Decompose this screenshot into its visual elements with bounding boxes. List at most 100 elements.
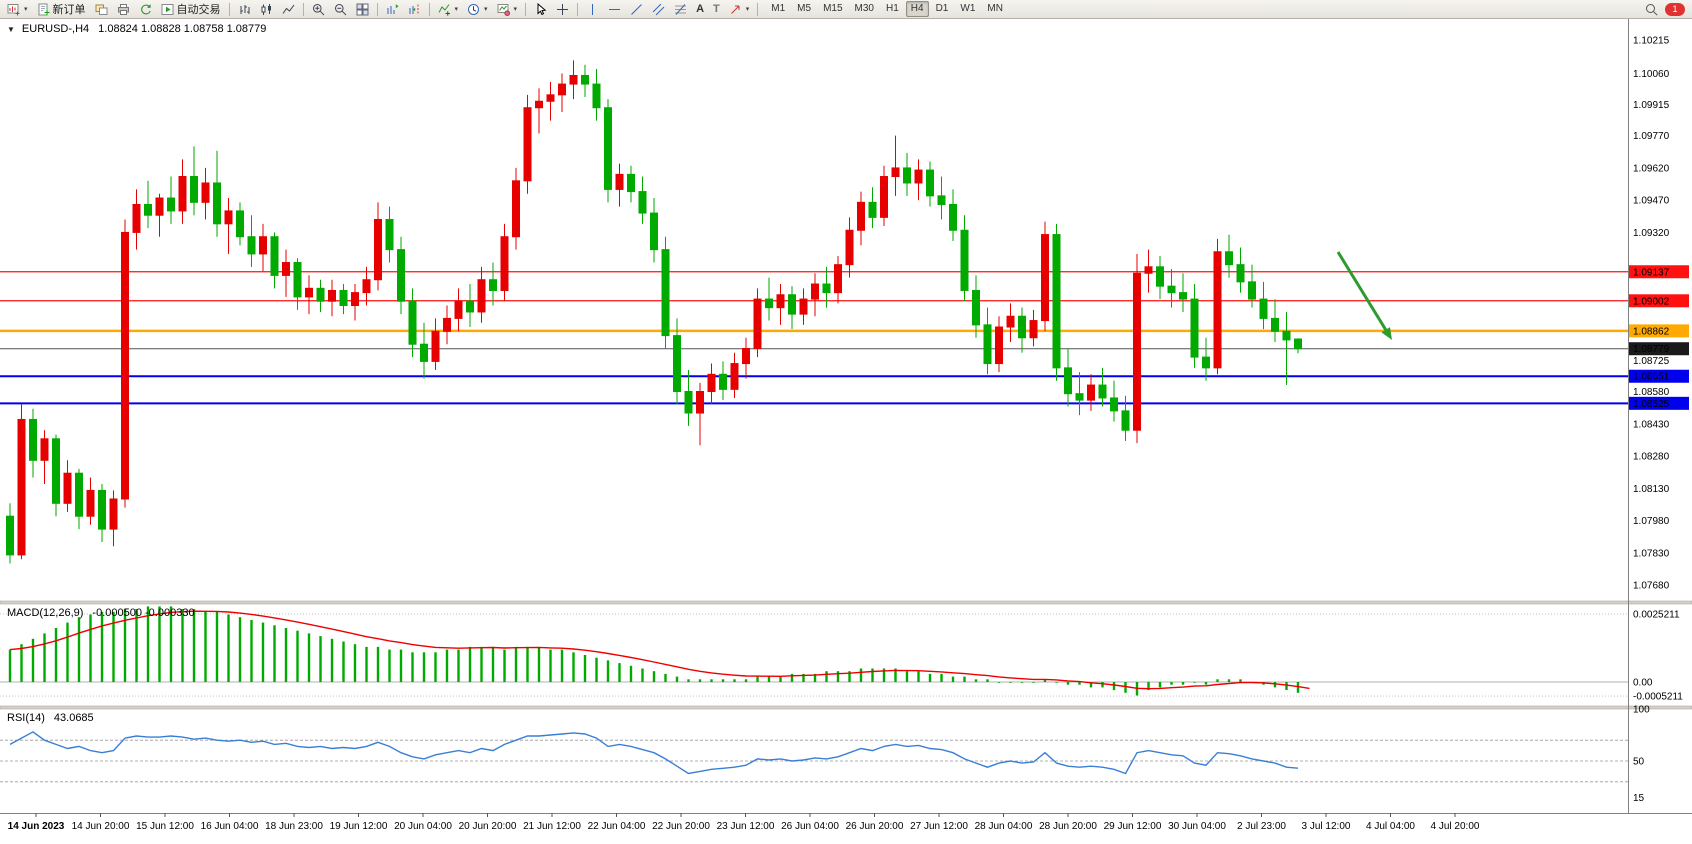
new-order-icon bbox=[37, 3, 50, 16]
arrows-button[interactable]: ▾ bbox=[725, 0, 754, 18]
zoom-out-icon bbox=[334, 3, 347, 16]
cursor-icon bbox=[534, 2, 547, 16]
cursor-button[interactable] bbox=[530, 0, 551, 18]
collapse-icon: ▼ bbox=[7, 24, 15, 34]
profiles-button[interactable] bbox=[91, 0, 112, 18]
auto-scroll-button[interactable] bbox=[382, 0, 403, 18]
price-axis[interactable]: 1.10215 1.10060 1.09915 1.09770 1.09620 1.094… bbox=[1628, 18, 1690, 813]
timeframe-button-d1[interactable]: D1 bbox=[935, 3, 949, 14]
autotrading-button[interactable]: 自动交易 bbox=[157, 0, 225, 18]
label-tool-icon: T bbox=[713, 2, 720, 15]
dropdown-caret-icon: ▾ bbox=[484, 6, 488, 13]
pane-splitter[interactable] bbox=[0, 705, 1692, 710]
svg-text:29 Jun 12:00: 29 Jun 12:00 bbox=[1104, 821, 1162, 832]
notification-badge[interactable]: 1 bbox=[1665, 2, 1685, 16]
price-badge: 1.09002 bbox=[1629, 294, 1689, 308]
svg-text:1.08280: 1.08280 bbox=[1633, 452, 1670, 463]
candlestick-chart-button[interactable] bbox=[256, 0, 277, 18]
svg-text:1.10060: 1.10060 bbox=[1633, 69, 1670, 80]
indicators-icon bbox=[438, 3, 451, 16]
main-toolbar: ▾ 新订单 自动交易 bbox=[0, 0, 1692, 19]
svg-text:22 Jun 20:00: 22 Jun 20:00 bbox=[652, 821, 710, 832]
new-order-button[interactable]: 新订单 bbox=[33, 0, 90, 18]
svg-text:22 Jun 04:00: 22 Jun 04:00 bbox=[588, 821, 646, 832]
toolbar-separator bbox=[757, 2, 759, 16]
tile-windows-button[interactable] bbox=[352, 0, 373, 18]
indicators-button[interactable]: ▾ bbox=[434, 0, 463, 18]
horizontal-line-button[interactable] bbox=[604, 0, 625, 18]
svg-text:1.09470: 1.09470 bbox=[1633, 196, 1670, 207]
main-chart-pane[interactable] bbox=[0, 18, 1692, 601]
svg-text:1.09320: 1.09320 bbox=[1633, 228, 1670, 239]
toolbar-separator bbox=[376, 2, 378, 16]
chart-shift-button[interactable] bbox=[404, 0, 425, 18]
svg-text:20 Jun 04:00: 20 Jun 04:00 bbox=[394, 821, 452, 832]
line-chart-button[interactable] bbox=[278, 0, 299, 18]
rsi-label: RSI(14) bbox=[7, 712, 45, 724]
timeframe-button-m1[interactable]: M1 bbox=[771, 3, 786, 14]
price-badge: 1.08651 bbox=[1629, 369, 1689, 383]
trendline-button[interactable] bbox=[626, 0, 647, 18]
channel-button[interactable] bbox=[648, 0, 669, 18]
bar-chart-icon bbox=[238, 3, 251, 16]
svg-text:20 Jun 20:00: 20 Jun 20:00 bbox=[459, 821, 517, 832]
timeframe-button-mn[interactable]: MN bbox=[987, 3, 1003, 14]
refresh-button[interactable] bbox=[135, 0, 156, 18]
svg-text:1.08862: 1.08862 bbox=[1633, 326, 1670, 337]
fibonacci-button[interactable] bbox=[670, 0, 691, 18]
price-badge: 1.09137 bbox=[1629, 265, 1689, 279]
timeframe-button-w1[interactable]: W1 bbox=[960, 3, 976, 14]
bar-chart-button[interactable] bbox=[234, 0, 255, 18]
svg-text:100: 100 bbox=[1633, 705, 1650, 716]
svg-text:1.10215: 1.10215 bbox=[1633, 36, 1670, 47]
search-icon bbox=[1645, 3, 1658, 16]
rsi-panel-title: RSI(14) 43.0685 bbox=[7, 712, 94, 724]
zoom-in-button[interactable] bbox=[308, 0, 329, 18]
svg-text:1.07680: 1.07680 bbox=[1633, 581, 1670, 592]
dropdown-caret-icon: ▾ bbox=[24, 6, 28, 13]
timeframe-button-m5[interactable]: M5 bbox=[797, 3, 812, 14]
timeframe-button-m30[interactable]: M30 bbox=[854, 3, 874, 14]
svg-text:1.09002: 1.09002 bbox=[1633, 296, 1670, 307]
svg-text:15 Jun 12:00: 15 Jun 12:00 bbox=[136, 821, 194, 832]
periods-button[interactable]: ▾ bbox=[463, 0, 492, 18]
timeframe-button-h4[interactable]: H4 bbox=[905, 1, 929, 17]
trendline-icon bbox=[630, 3, 643, 16]
refresh-icon bbox=[139, 3, 152, 16]
rsi-value: 43.0685 bbox=[53, 712, 94, 724]
svg-text:1.07830: 1.07830 bbox=[1633, 548, 1670, 559]
svg-text:27 Jun 12:00: 27 Jun 12:00 bbox=[910, 821, 968, 832]
vertical-line-button[interactable] bbox=[582, 0, 603, 18]
svg-text:1.09770: 1.09770 bbox=[1633, 131, 1670, 142]
templates-button[interactable]: ▾ bbox=[493, 0, 522, 18]
profiles-icon bbox=[95, 3, 108, 16]
svg-text:14 Jun 2023: 14 Jun 2023 bbox=[8, 821, 65, 832]
text-tool-button[interactable]: A bbox=[692, 0, 708, 18]
svg-text:4 Jul 04:00: 4 Jul 04:00 bbox=[1366, 821, 1415, 832]
pane-splitter[interactable] bbox=[0, 600, 1692, 605]
svg-text:1.09137: 1.09137 bbox=[1633, 267, 1670, 278]
crosshair-button[interactable] bbox=[552, 0, 573, 18]
search-button[interactable] bbox=[1641, 0, 1662, 18]
trend-arrow-annotation[interactable] bbox=[1336, 251, 1392, 340]
new-chart-button[interactable]: ▾ bbox=[3, 0, 32, 18]
channel-icon bbox=[652, 3, 665, 16]
svg-text:1.08525: 1.08525 bbox=[1633, 399, 1670, 410]
time-axis[interactable]: 14 Jun 2023 14 Jun 20:00 15 Jun 12:00 16 Ju… bbox=[0, 813, 1692, 832]
horizontal-line-icon bbox=[608, 3, 621, 16]
new-chart-icon bbox=[7, 3, 20, 16]
print-icon bbox=[117, 3, 130, 16]
svg-text:30 Jun 04:00: 30 Jun 04:00 bbox=[1168, 821, 1226, 832]
svg-text:1.09620: 1.09620 bbox=[1633, 163, 1670, 174]
macd-chart bbox=[0, 606, 1628, 697]
print-button[interactable] bbox=[113, 0, 134, 18]
svg-text:19 Jun 12:00: 19 Jun 12:00 bbox=[330, 821, 388, 832]
macd-pane[interactable] bbox=[0, 604, 1692, 706]
timeframe-button-m15[interactable]: M15 bbox=[823, 3, 843, 14]
label-tool-button[interactable]: T bbox=[709, 0, 724, 18]
toolbar-separator bbox=[302, 2, 304, 16]
zoom-out-button[interactable] bbox=[330, 0, 351, 18]
timeframe-button-h1[interactable]: H1 bbox=[885, 3, 899, 14]
svg-text:28 Jun 04:00: 28 Jun 04:00 bbox=[975, 821, 1033, 832]
